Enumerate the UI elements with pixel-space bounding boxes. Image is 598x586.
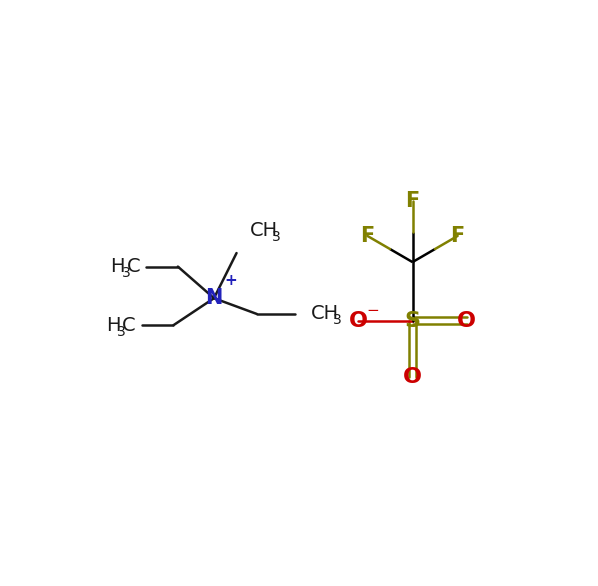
Text: H: H (106, 316, 120, 335)
Text: 3: 3 (332, 314, 341, 328)
Text: O: O (457, 311, 476, 331)
Text: N: N (205, 288, 222, 308)
Text: F: F (405, 191, 420, 211)
Text: C: C (122, 316, 136, 335)
Text: F: F (450, 226, 465, 246)
Text: CH: CH (250, 221, 278, 240)
Text: +: + (224, 273, 237, 288)
Text: S: S (404, 311, 420, 331)
Text: H: H (110, 257, 125, 276)
Text: F: F (360, 226, 374, 246)
Text: O: O (403, 367, 422, 387)
Text: 3: 3 (117, 325, 126, 339)
Text: CH: CH (311, 305, 339, 323)
Text: C: C (126, 257, 140, 276)
Text: O: O (349, 311, 368, 331)
Text: −: − (367, 304, 379, 318)
Text: 3: 3 (121, 266, 130, 280)
Text: 3: 3 (271, 230, 280, 244)
